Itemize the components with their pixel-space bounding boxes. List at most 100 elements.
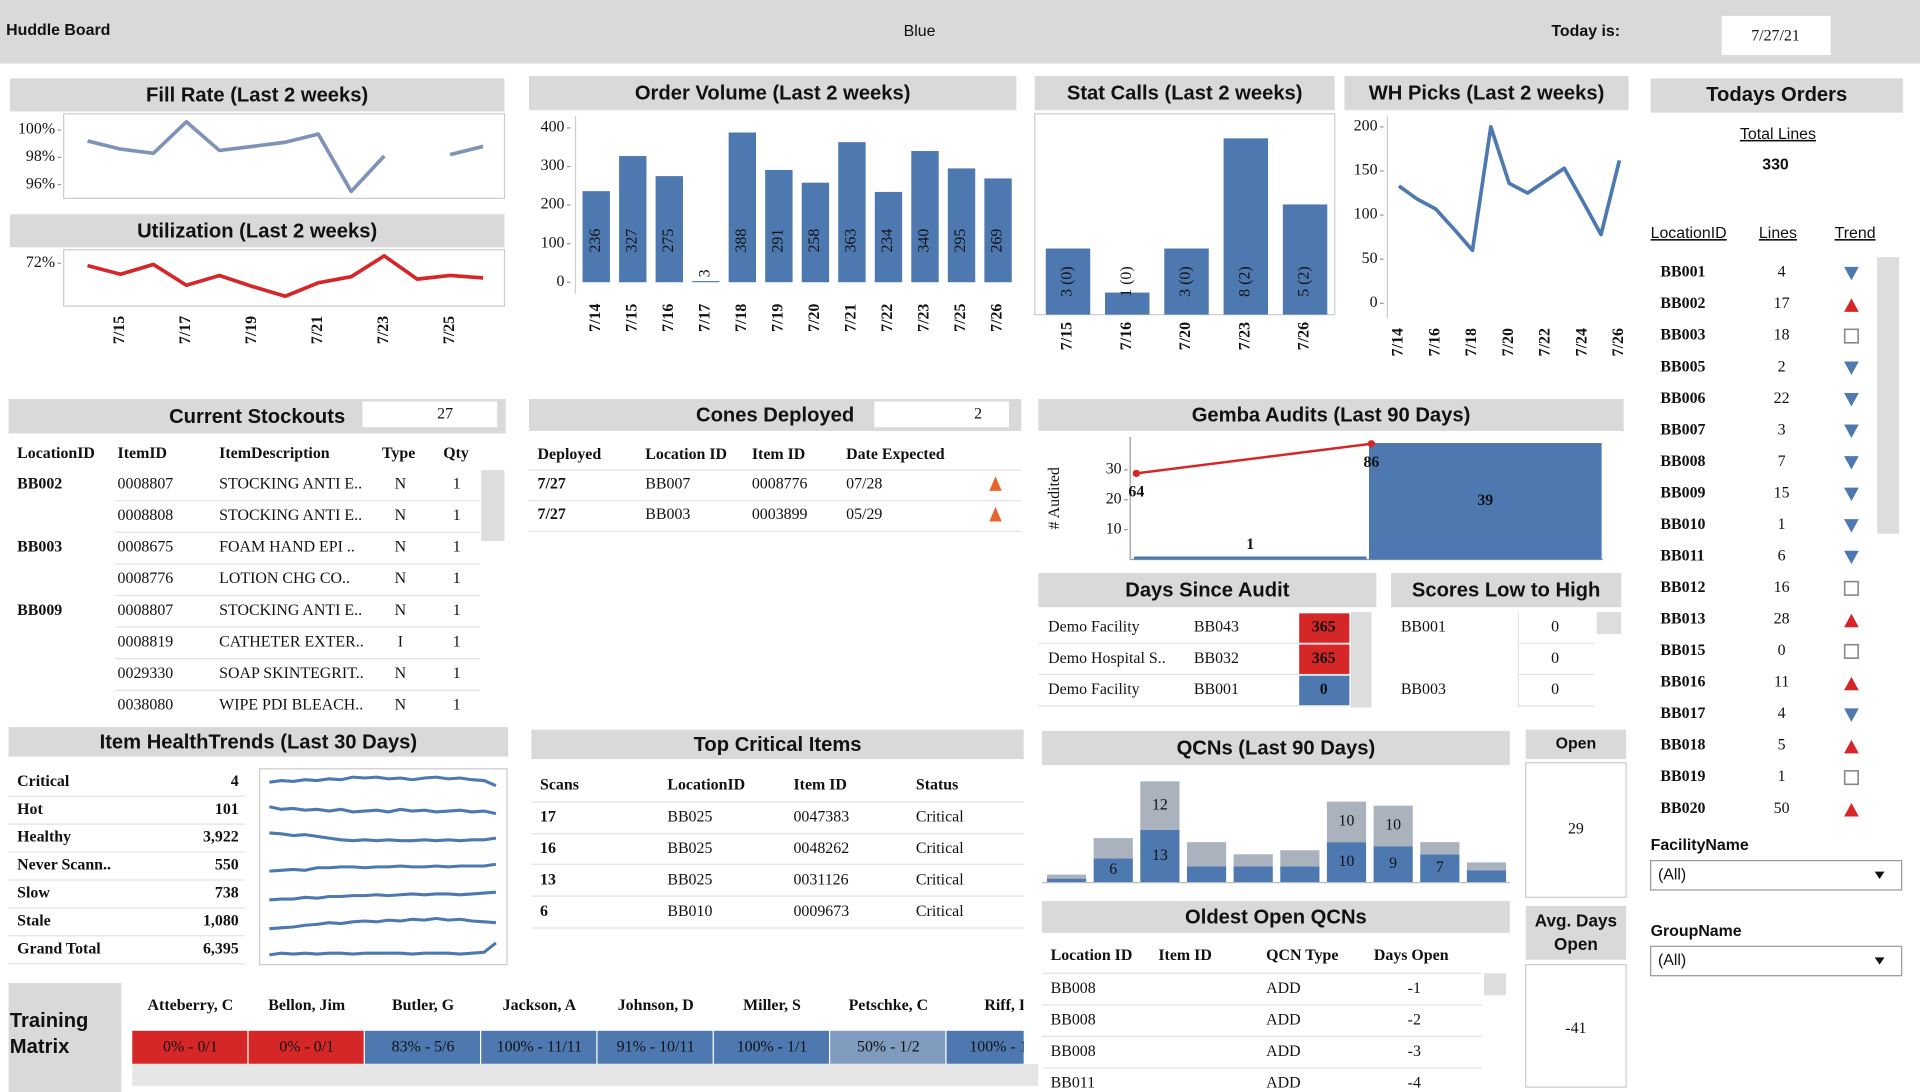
filter-dropdown[interactable] (1650, 945, 1903, 977)
x-tick-label: 7/23 (916, 304, 933, 332)
x-tick-label: 7/22 (879, 304, 896, 332)
bar-segment (1233, 866, 1273, 883)
value-label: 6 (1109, 861, 1117, 878)
title-bar (1344, 75, 1629, 111)
panel-title: Oldest Open QCNs (1185, 907, 1367, 929)
value-label: 10 (1339, 853, 1355, 870)
x-tick-label: 7/22 (1537, 328, 1554, 356)
table-cell: 0009673 (793, 903, 849, 920)
table-cell: 0008819 (118, 633, 174, 650)
sparkline (269, 941, 497, 957)
filter-dropdown[interactable] (1650, 860, 1903, 891)
column-header: LocationID (17, 445, 95, 462)
table-cell: 0047383 (793, 808, 849, 825)
table-cell: 1 (1778, 768, 1786, 785)
table-cell: -1 (1408, 980, 1421, 997)
y-tick-label: 0 (1370, 294, 1378, 311)
trend-icon (1844, 739, 1859, 754)
table-cell: Demo Facility (1048, 681, 1140, 698)
bar-segment (1093, 858, 1133, 883)
table-cell: 16 (1774, 579, 1790, 596)
total-label: Total Lines (1740, 126, 1816, 143)
panel-title: Days Since Audit (1125, 580, 1289, 602)
trend-icon (1844, 676, 1859, 691)
table-cell: BB001 (1401, 619, 1446, 636)
bar (1164, 248, 1209, 315)
table-cell: BB016 (1660, 674, 1705, 691)
table-cell: N (395, 665, 407, 682)
kpi-value: 29 (1568, 821, 1584, 838)
table-cell: 1 (453, 633, 461, 650)
table-cell: N (395, 697, 407, 714)
panel-title: Order Volume (Last 2 weeks) (635, 83, 911, 105)
table-cell: 1 (453, 475, 461, 492)
page-title: Huddle Board (6, 22, 110, 39)
table-cell: STOCKING ANTI E.. (219, 602, 362, 619)
table-cell: Critical (916, 840, 964, 857)
x-tick-label: 7/14 (1390, 328, 1407, 356)
x-tick-label: 7/19 (770, 304, 787, 332)
status-cell (1299, 675, 1350, 706)
value-label: 388 (733, 229, 750, 253)
y-tick-label: 10 (1106, 520, 1122, 537)
table-cell: FOAM HAND EPI .. (219, 539, 355, 556)
today-date: 7/27/21 (1751, 27, 1800, 44)
sparkline (269, 831, 497, 843)
value-label: 13 (1152, 847, 1168, 864)
table-cell: 0 (1551, 681, 1559, 698)
table-cell: Demo Hospital S.. (1048, 650, 1166, 667)
table-cell: 0008808 (118, 507, 174, 524)
x-tick-label: 7/18 (1463, 328, 1480, 356)
table-cell: N (395, 507, 407, 524)
value-label: 3 (0) (1177, 266, 1194, 296)
x-tick-label: 7/23 (1236, 322, 1253, 350)
score-cell (364, 1030, 480, 1064)
trend-icon (1844, 298, 1859, 312)
x-tick-label: 7/24 (1573, 328, 1590, 356)
bar (947, 168, 976, 283)
table-cell: BB019 (1660, 768, 1705, 785)
table-cell: 28 (1774, 611, 1790, 628)
x-tick-label: 7/17 (177, 316, 194, 344)
y-tick-label: 200 (541, 196, 565, 213)
kpi-value: -41 (1565, 1020, 1586, 1037)
value-label: 64 (1128, 484, 1144, 501)
table-cell: 0 (1551, 619, 1559, 636)
bar (1368, 443, 1602, 560)
panel-title: Cones Deployed (696, 405, 854, 427)
value-label: 340 (916, 229, 933, 253)
table-cell: Critical (916, 903, 964, 920)
bar-segment (1046, 878, 1087, 883)
x-tick-label: 7/15 (623, 304, 640, 332)
bar (1105, 292, 1150, 315)
table-cell: BB017 (1660, 705, 1705, 722)
column-header: Trend (1835, 225, 1876, 242)
table-cell: 4 (1778, 264, 1786, 281)
row-label: Slow (17, 885, 50, 902)
table-cell: BB006 (1660, 390, 1705, 407)
column-header: ItemID (118, 445, 167, 462)
y-tick-label: 98% (26, 148, 55, 165)
table-cell: 2 (1778, 358, 1786, 375)
panel-title: Scores Low to High (1412, 580, 1600, 602)
table-cell: 0029330 (118, 665, 174, 682)
title-bar (9, 78, 505, 112)
row-value: 550 (215, 857, 239, 874)
y-tick-label: 100 (1354, 206, 1378, 223)
x-tick-label: 7/26 (989, 304, 1006, 332)
value-label: 295 (952, 229, 969, 253)
trend-icon (1843, 643, 1859, 659)
x-tick-label: 7/25 (441, 316, 458, 344)
x-tick-label: 7/25 (952, 304, 969, 332)
training-matrix: Atteberry, C 0% - 0/1 Bellon, Jim 0% - 0/1 B… (132, 997, 1024, 1064)
bar (1133, 556, 1367, 560)
table-cell: BB001 (1660, 264, 1705, 281)
score-cell (946, 1030, 1024, 1064)
panel-title: Gemba Audits (Last 90 Days) (1192, 405, 1471, 427)
table-cell: BB010 (1660, 516, 1705, 533)
table-cell: BB018 (1660, 737, 1705, 754)
score-label: 100% - 11/11 (497, 1039, 582, 1056)
x-tick-label: 7/20 (1177, 322, 1194, 350)
today-label: Today is: (1551, 23, 1620, 40)
table-cell: LOTION CHG CO.. (219, 570, 350, 587)
